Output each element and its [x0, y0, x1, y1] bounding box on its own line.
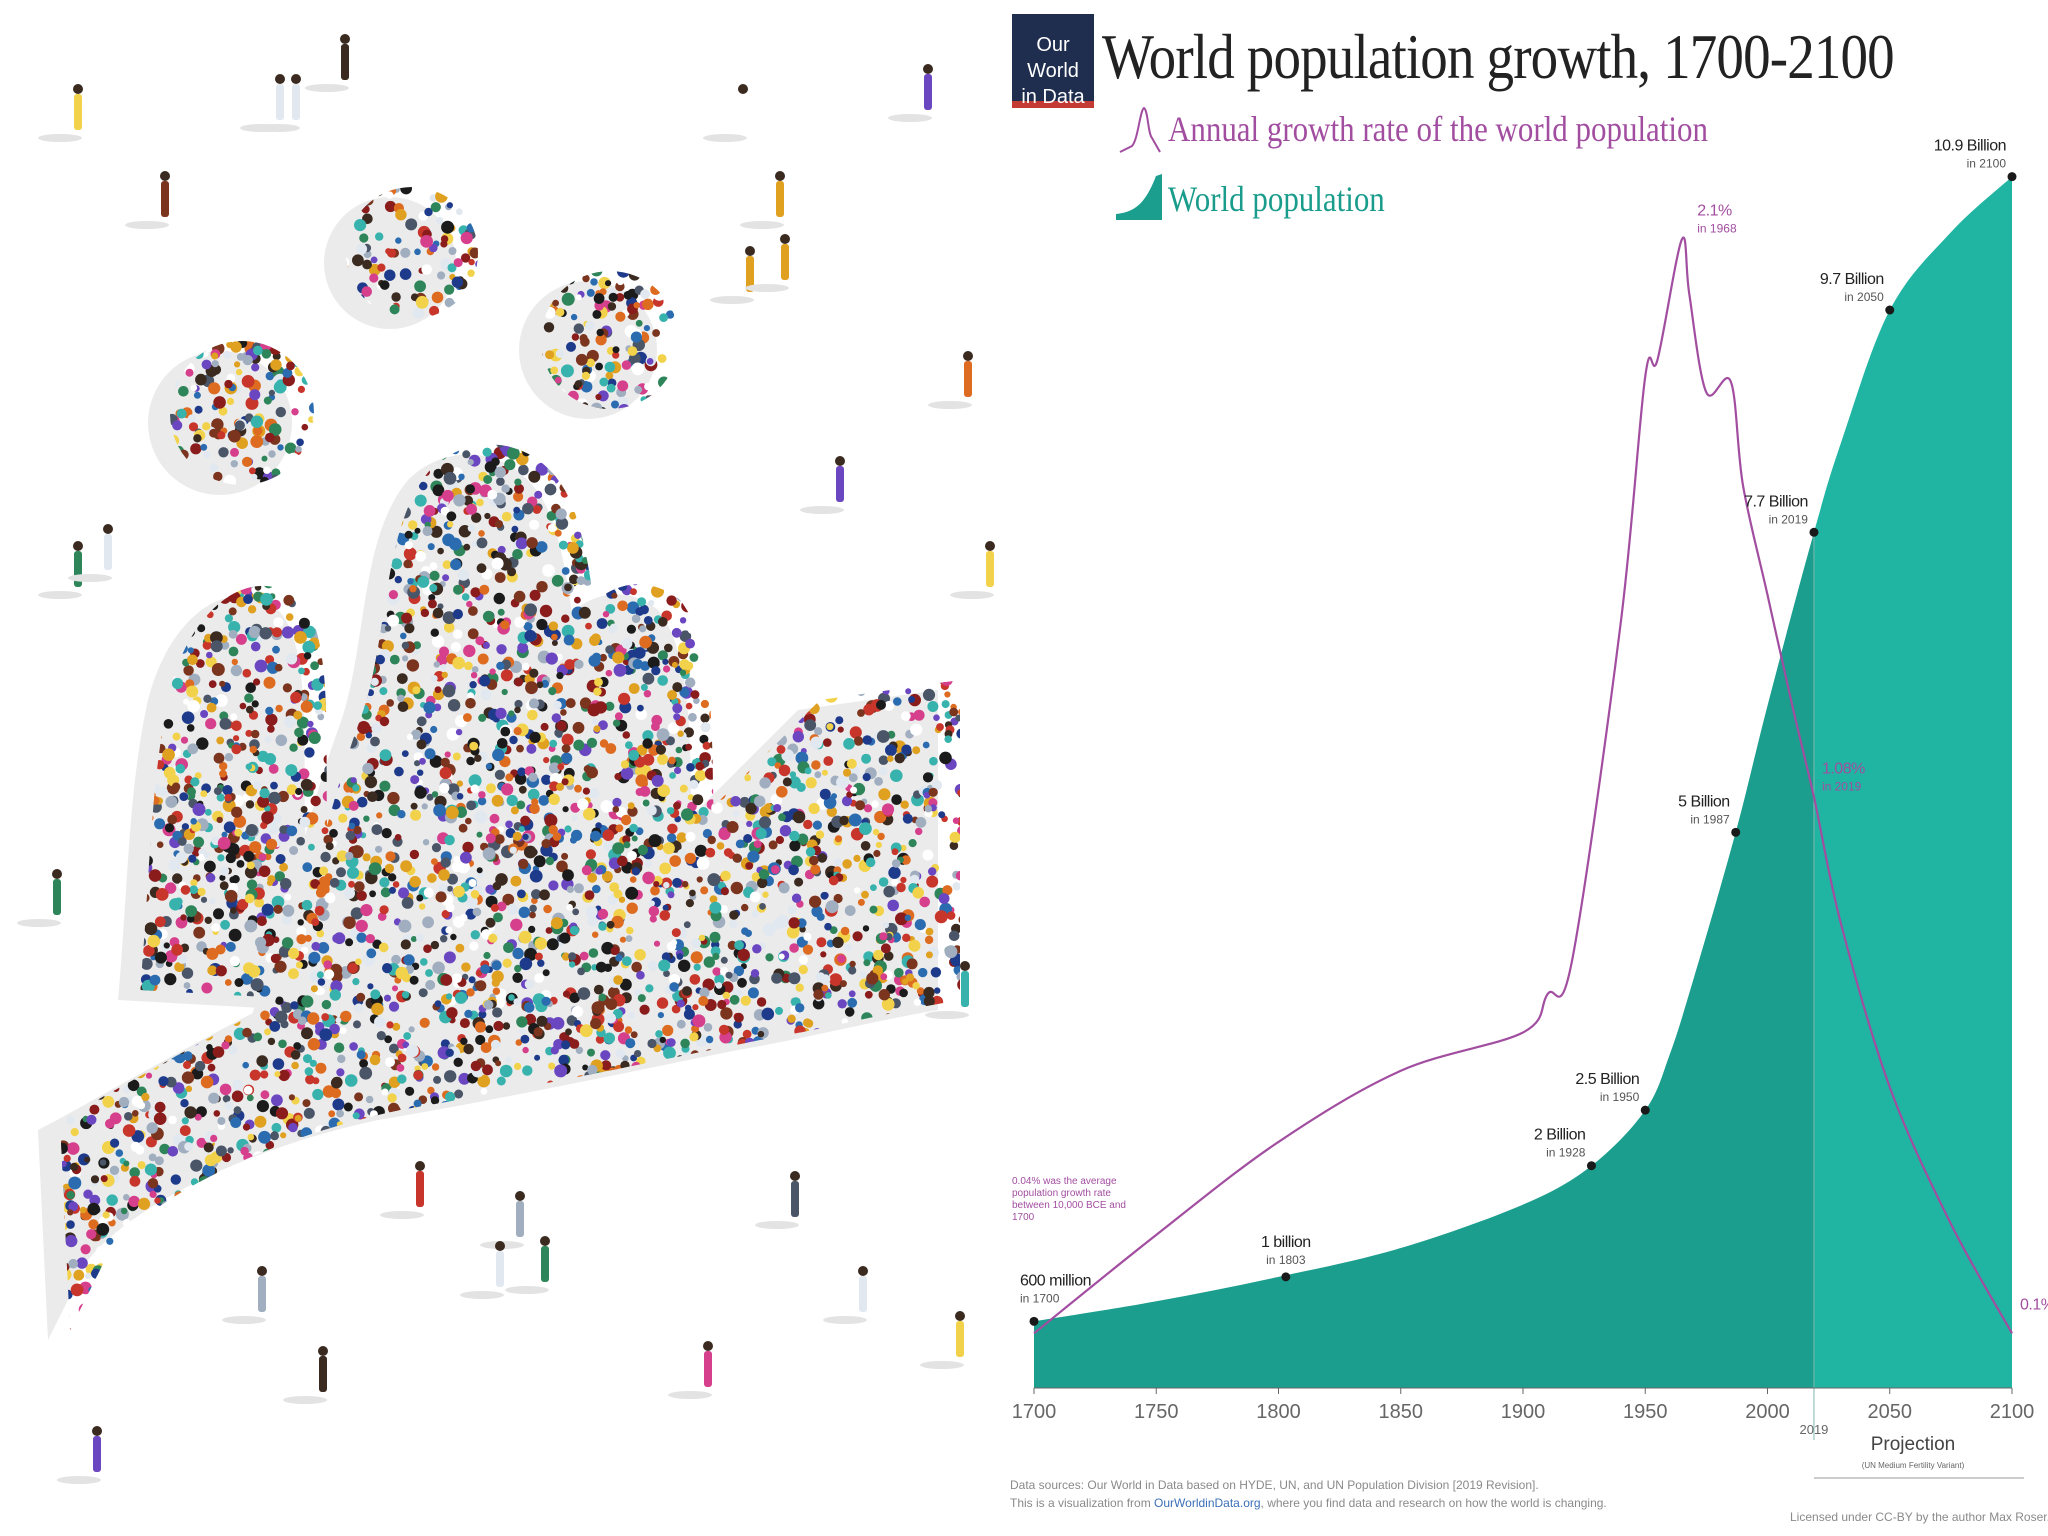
projection-year-label: 2019: [1799, 1422, 1828, 1437]
x-tick-label: 1800: [1256, 1401, 1301, 1423]
footer-vis-suffix: , where you find data and research on ho…: [1260, 1496, 1607, 1510]
data-label: 2.1%: [1697, 202, 1732, 219]
data-label: 1 billion: [1261, 1234, 1311, 1251]
crowd-people-icon-image: [0, 0, 1000, 1536]
owid-logo[interactable]: Our World in Data: [1012, 14, 1094, 108]
data-sublabel: in 1803: [1266, 1253, 1306, 1267]
x-tick-label: 1700: [1012, 1401, 1057, 1423]
population-marker: [2007, 172, 2017, 182]
growth-rate-note-line: between 10,000 BCE and: [1012, 1200, 1126, 1211]
population-marker: [1809, 527, 1819, 537]
legend-growth-rate: Annual growth rate of the world populati…: [1168, 109, 1708, 149]
data-label: 2 Billion: [1534, 1127, 1586, 1144]
footer-license: Licensed under CC-BY by the author Max R…: [1790, 1510, 2048, 1524]
population-area-legend-icon: [1116, 174, 1162, 220]
x-tick-label: 2100: [1990, 1401, 2035, 1423]
data-sublabel: in 2100: [1967, 157, 2007, 171]
data-sublabel: in 1968: [1697, 221, 1737, 235]
population-marker: [1586, 1161, 1596, 1171]
population-marker: [1640, 1105, 1650, 1115]
population-marker: [1029, 1316, 1039, 1326]
growth-rate-note-line: 0.04% was the average: [1012, 1176, 1117, 1187]
projection-label: Projection: [1871, 1434, 1956, 1455]
legend-world-population: World population: [1168, 179, 1385, 219]
data-label: 10.9 Billion: [1934, 138, 2006, 155]
data-sublabel: in 1950: [1600, 1090, 1640, 1104]
data-label: 7.7 Billion: [1744, 493, 1808, 510]
growth-rate-note: 0.04% was the average population growth r…: [1012, 1176, 1126, 1223]
growth-rate-note-line: 1700: [1012, 1212, 1035, 1223]
population-area-projection: [1813, 176, 2012, 1388]
population-marker: [1885, 305, 1895, 315]
population-marker: [1281, 1272, 1291, 1282]
x-tick-label: 1950: [1623, 1401, 1668, 1423]
data-label: 0.1%: [2020, 1296, 2048, 1313]
projection-sublabel: (UN Medium Fertility Variant): [1862, 1461, 1965, 1470]
x-tick-label: 2050: [1868, 1401, 1913, 1423]
footer-sources: Data sources: Our World in Data based on…: [1010, 1478, 1539, 1492]
data-label: 600 million: [1020, 1272, 1091, 1289]
population-marker: [1731, 827, 1741, 837]
data-sublabel: in 1700: [1020, 1291, 1060, 1305]
chart-title: World population growth, 1700-2100: [1102, 21, 1895, 92]
data-label: 9.7 Billion: [1820, 271, 1884, 288]
footer-vis-prefix: This is a visualization from: [1010, 1496, 1155, 1510]
footer-visualization-note: This is a visualization from OurWorldinD…: [1010, 1496, 1607, 1510]
x-tick-label: 1850: [1379, 1401, 1424, 1423]
data-label: 5 Billion: [1678, 793, 1730, 810]
logo-line1: Our World: [1027, 34, 1079, 82]
data-sublabel: in 1987: [1690, 812, 1730, 826]
data-sublabel: in 2050: [1844, 290, 1884, 304]
x-tick-label: 1750: [1134, 1401, 1179, 1423]
x-tick-label: 2000: [1745, 1401, 1790, 1423]
growth-rate-note-line: population growth rate: [1012, 1188, 1111, 1199]
growth-rate-line: [1033, 236, 2013, 1335]
data-label: 2.5 Billion: [1575, 1071, 1639, 1088]
growth-line-legend-icon: [1119, 106, 1161, 153]
population-area-historical: [1034, 532, 1814, 1388]
owid-link[interactable]: OurWorldinData.org: [1154, 1496, 1261, 1510]
population-chart: 1700 1750 1800 1850 1900 1950 2000 2050 2100 2019…: [1000, 0, 2048, 1536]
x-tick-label: 1900: [1501, 1401, 1546, 1423]
data-sublabel: in 2019: [1822, 779, 1862, 793]
data-sublabel: in 1928: [1546, 1146, 1586, 1160]
data-sublabel: in 2019: [1769, 512, 1809, 526]
logo-line2: in Data: [1021, 86, 1085, 108]
data-label: 1.08%: [1822, 760, 1865, 777]
